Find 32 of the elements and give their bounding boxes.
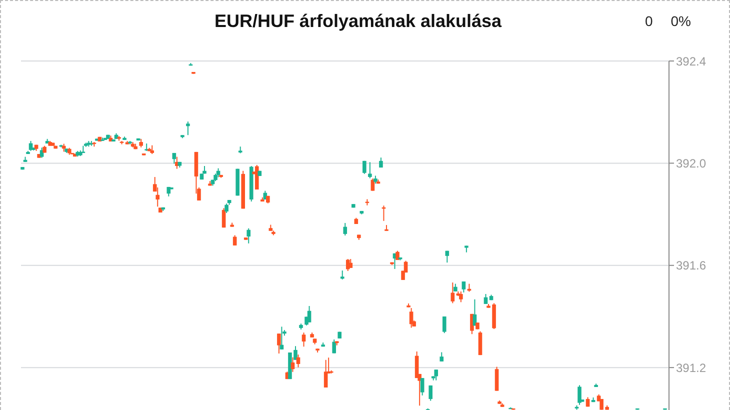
candlestick bbox=[232, 234, 237, 246]
candlestick bbox=[290, 356, 295, 372]
y-tick-label: 391.6 bbox=[676, 258, 706, 273]
candlestick bbox=[368, 162, 372, 179]
y-tick-label: 391.2 bbox=[676, 360, 706, 375]
candlestick bbox=[484, 293, 488, 304]
candlestick bbox=[302, 332, 306, 348]
candlestick bbox=[277, 333, 281, 354]
candlestick bbox=[156, 186, 160, 208]
chart-title: EUR/HUF árfolyamának alakulása bbox=[214, 11, 502, 31]
candlestick bbox=[324, 359, 328, 388]
y-tick-label: 392.4 bbox=[676, 54, 706, 68]
candlestick bbox=[186, 121, 190, 136]
candlestick bbox=[578, 384, 582, 406]
y-tick-label: 392.0 bbox=[676, 156, 706, 170]
candlestick bbox=[459, 290, 463, 303]
candlestick bbox=[307, 306, 312, 323]
candlestick bbox=[362, 160, 366, 174]
candlestick bbox=[224, 203, 228, 214]
candlestick bbox=[494, 366, 499, 392]
candlestick bbox=[332, 338, 336, 354]
candlestick bbox=[428, 384, 432, 402]
candlestick bbox=[246, 228, 251, 244]
candlestick bbox=[440, 352, 444, 362]
candlestick bbox=[478, 330, 482, 356]
candlestick bbox=[434, 369, 438, 381]
text: 0% bbox=[670, 13, 691, 29]
candlestick bbox=[296, 354, 300, 368]
candlestick bbox=[420, 378, 424, 396]
candlestick bbox=[442, 316, 446, 334]
candlestick bbox=[343, 222, 348, 236]
text: 0 bbox=[644, 13, 653, 29]
